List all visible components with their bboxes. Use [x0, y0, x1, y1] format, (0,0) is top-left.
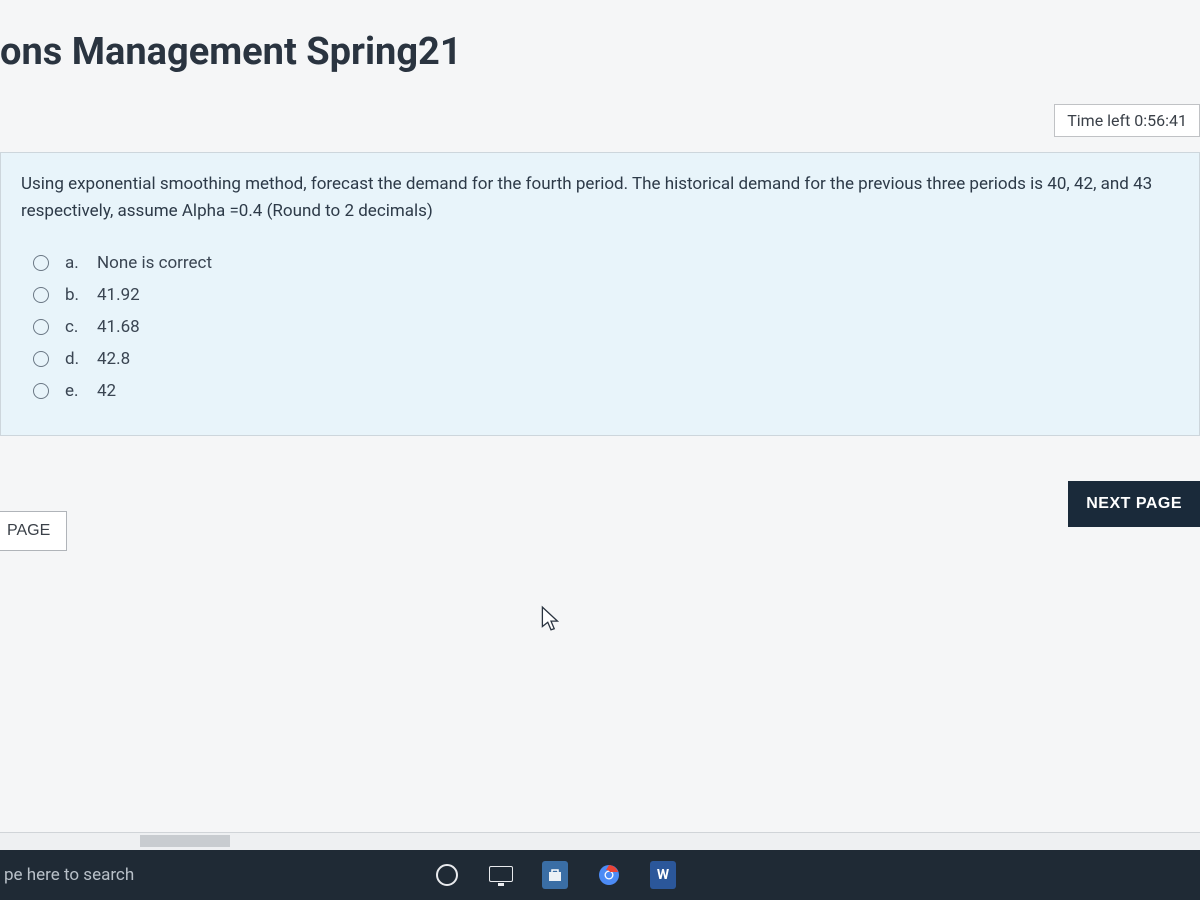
- horizontal-scrollbar[interactable]: [0, 832, 1200, 850]
- radio-icon[interactable]: [33, 383, 49, 399]
- option-letter: a.: [65, 253, 89, 273]
- option-value: 41.92: [89, 285, 140, 305]
- nav-row: PAGE NEXT PAGE: [0, 481, 1200, 551]
- option-value: 41.68: [89, 317, 140, 337]
- store-app-icon[interactable]: [542, 862, 568, 888]
- option-value: None is correct: [89, 253, 212, 273]
- timer-box: Time left 0:56:41: [1054, 104, 1200, 137]
- option-b[interactable]: b. 41.92: [33, 279, 1179, 311]
- option-letter: b.: [65, 285, 89, 305]
- option-a[interactable]: a. None is correct: [33, 247, 1179, 279]
- next-page-button[interactable]: NEXT PAGE: [1068, 481, 1200, 527]
- option-letter: c.: [65, 317, 89, 337]
- question-text: Using exponential smoothing method, fore…: [21, 171, 1179, 225]
- options-list: a. None is correct b. 41.92 c. 41.68 d. …: [21, 247, 1179, 407]
- chrome-app-icon[interactable]: [596, 862, 622, 888]
- radio-icon[interactable]: [33, 255, 49, 271]
- radio-icon[interactable]: [33, 287, 49, 303]
- question-box: Using exponential smoothing method, fore…: [0, 152, 1200, 436]
- word-app-icon[interactable]: W: [650, 862, 676, 888]
- cortana-icon[interactable]: [434, 862, 460, 888]
- radio-icon[interactable]: [33, 351, 49, 367]
- option-value: 42.8: [89, 349, 130, 369]
- timer-row: Time left 0:56:41: [0, 104, 1200, 152]
- taskbar-icons: W: [434, 862, 676, 888]
- option-value: 42: [89, 381, 116, 401]
- option-c[interactable]: c. 41.68: [33, 311, 1179, 343]
- option-letter: e.: [65, 381, 89, 401]
- task-view-icon[interactable]: [488, 862, 514, 888]
- windows-taskbar: pe here to search W: [0, 850, 1200, 900]
- option-e[interactable]: e. 42: [33, 375, 1179, 407]
- radio-icon[interactable]: [33, 319, 49, 335]
- page-title: ions Management Spring21: [0, 0, 1200, 104]
- taskbar-search-input[interactable]: pe here to search: [4, 865, 284, 885]
- option-letter: d.: [65, 349, 89, 369]
- scrollbar-thumb[interactable]: [140, 835, 230, 847]
- prev-page-button[interactable]: PAGE: [0, 511, 67, 551]
- option-d[interactable]: d. 42.8: [33, 343, 1179, 375]
- quiz-page: ions Management Spring21 Time left 0:56:…: [0, 0, 1200, 850]
